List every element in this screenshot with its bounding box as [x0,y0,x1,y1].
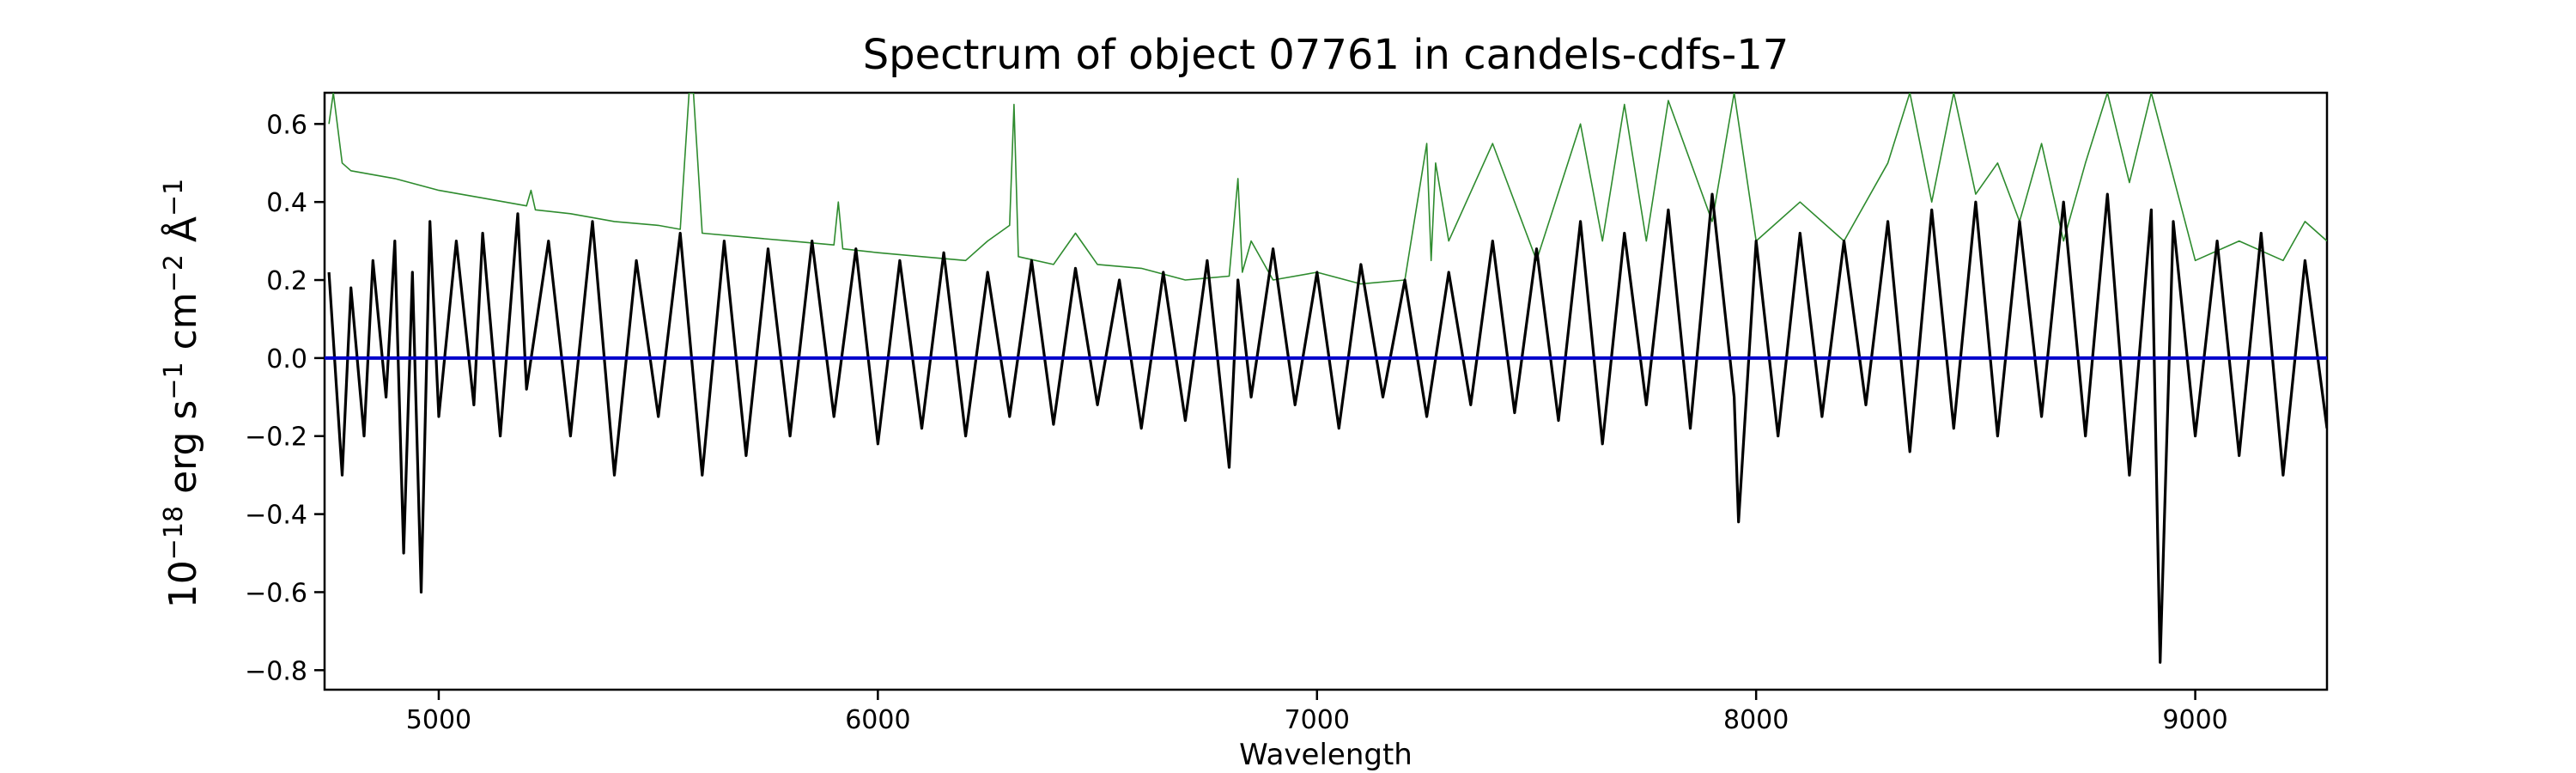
x-tick-label: 7000 [1285,705,1350,735]
y-label-angstrom: Å [160,216,205,254]
error-series-line [328,93,2327,285]
y-tick-label: 0.2 [266,266,307,296]
x-tick-label: 6000 [845,705,910,735]
x-tick-label: 8000 [1723,705,1789,735]
y-label-exp-4: −1 [159,179,189,216]
flux-series-line [327,192,2327,664]
y-axis-label: 10−18 erg s−1 cm−2 Å−1 [159,179,205,608]
x-axis-label: Wavelength [1239,738,1413,772]
plot-area [323,91,2329,691]
x-axis-ticks: 5000 6000 7000 8000 9000 [406,690,2228,735]
y-tick-label: 0.6 [266,110,307,140]
x-tick-label: 5000 [406,705,471,735]
x-tick-label: 9000 [2162,705,2227,735]
y-label-cm: cm [161,292,205,362]
y-tick-label: −0.4 [245,501,307,531]
y-tick-label: −0.2 [245,423,307,453]
series-layer [327,93,2327,664]
plot-frame [323,91,2329,691]
y-label-exp-2: −1 [159,362,189,399]
y-label-exp-3: −2 [159,254,189,292]
y-axis-ticks: −0.8 −0.6 −0.4 −0.2 0.0 0.2 0.4 0.6 [245,110,325,686]
y-label-erg: erg s [161,400,205,506]
chart-title: Spectrum of object 07761 in candels-cdfs… [863,31,1789,79]
y-tick-label: 0.0 [266,344,307,374]
y-tick-label: −0.6 [245,578,307,608]
y-tick-label: 0.4 [266,188,307,218]
y-tick-label: −0.8 [245,656,307,686]
y-label-base: 10 [161,560,205,608]
y-label-exp-1: −18 [159,506,189,560]
